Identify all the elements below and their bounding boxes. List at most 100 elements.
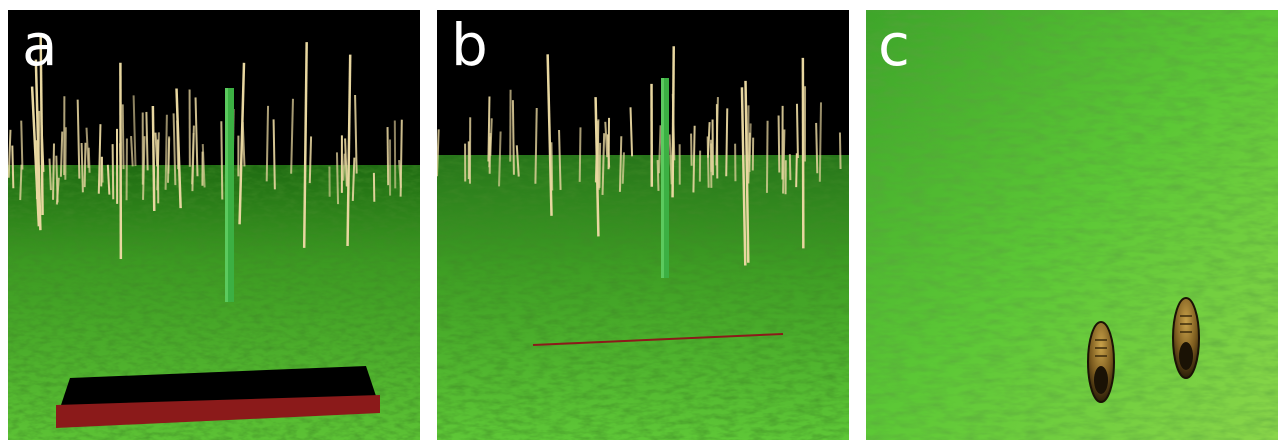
reed-stalk bbox=[175, 88, 182, 209]
reed-stalks bbox=[8, 34, 403, 260]
reed-stalk bbox=[765, 120, 769, 193]
reed-stalk bbox=[154, 132, 159, 167]
grass-texture bbox=[437, 155, 849, 440]
reed-stalk bbox=[39, 34, 44, 216]
reed-stalk bbox=[55, 177, 60, 205]
reed-stalk bbox=[346, 54, 352, 246]
reed-stalk bbox=[815, 122, 819, 174]
reed-stalk bbox=[20, 120, 24, 170]
sky bbox=[8, 10, 420, 165]
reed-stalk bbox=[690, 133, 693, 166]
reed-stalk bbox=[601, 133, 606, 195]
reed-stalk bbox=[172, 113, 177, 186]
reed-stalk bbox=[191, 132, 195, 185]
reed-stalk bbox=[658, 125, 662, 174]
reed-stalk bbox=[87, 147, 91, 173]
reed-stalk bbox=[34, 59, 42, 231]
reed-stalk bbox=[498, 131, 502, 187]
reed-stalk bbox=[344, 138, 348, 187]
reed-stalk bbox=[621, 152, 625, 184]
reed-stalk bbox=[201, 143, 206, 188]
scene-a bbox=[8, 10, 420, 440]
reed-stalk bbox=[671, 46, 675, 198]
boot-right-icon bbox=[1172, 297, 1200, 379]
panel-label-b: b bbox=[451, 11, 488, 79]
reed-stalk bbox=[48, 158, 52, 191]
reed-stalk bbox=[308, 136, 313, 184]
panel-c: c bbox=[866, 10, 1278, 440]
reed-stalk bbox=[238, 62, 246, 225]
reed-stalk bbox=[748, 123, 752, 172]
reed-stalk bbox=[546, 54, 553, 216]
green-pole-highlight bbox=[661, 78, 664, 278]
reed-stalk bbox=[130, 136, 134, 167]
reed-stalk bbox=[80, 142, 84, 193]
reed-stalk bbox=[487, 96, 491, 162]
reed-stalk bbox=[19, 164, 23, 201]
reed-stalk bbox=[534, 107, 538, 184]
reed-stalk bbox=[604, 121, 609, 158]
reed-stalk bbox=[265, 105, 270, 182]
reed-stalk bbox=[740, 87, 747, 266]
reed-stalk bbox=[142, 136, 146, 200]
scene-c bbox=[866, 10, 1278, 440]
reed-stalk bbox=[515, 145, 520, 177]
reed-stalk bbox=[706, 136, 710, 188]
reed-stalk bbox=[302, 42, 308, 248]
reed-stalk bbox=[618, 136, 623, 192]
panel-label-c: c bbox=[878, 11, 910, 79]
grass-texture bbox=[866, 10, 1278, 440]
reed-stalk bbox=[550, 142, 554, 191]
green-pole bbox=[661, 78, 669, 278]
reed-stalk bbox=[725, 108, 729, 177]
red-line bbox=[532, 333, 784, 346]
reed-stalk bbox=[272, 119, 276, 190]
reed-stalk bbox=[335, 152, 340, 205]
reed-stalk bbox=[8, 129, 12, 178]
green-pole-highlight bbox=[225, 88, 228, 302]
reed-stalk bbox=[838, 132, 842, 170]
reed-stalk bbox=[342, 153, 346, 181]
reed-stalk bbox=[121, 104, 125, 170]
reed-stalk bbox=[97, 124, 102, 194]
reed-stalk bbox=[598, 142, 602, 188]
reed-stalk bbox=[290, 98, 294, 174]
reed-stalk bbox=[59, 131, 64, 177]
sky bbox=[437, 10, 849, 155]
reed-stalk bbox=[489, 118, 493, 156]
reed-stalk bbox=[795, 103, 799, 159]
reed-stalk bbox=[437, 129, 440, 177]
reed-stalk bbox=[606, 134, 611, 168]
reed-stalk bbox=[511, 100, 515, 175]
scene-b bbox=[437, 10, 849, 440]
reed-stalk bbox=[132, 95, 137, 167]
reed-stalks bbox=[437, 46, 842, 266]
reed-stalk bbox=[106, 164, 111, 195]
reed-stalk bbox=[656, 160, 660, 191]
reed-stalk bbox=[83, 142, 87, 188]
reed-stalk bbox=[145, 111, 149, 171]
reed-stalk bbox=[399, 119, 403, 197]
reed-stalk bbox=[151, 105, 156, 212]
panel-b: b bbox=[437, 10, 849, 440]
reed-stalk bbox=[220, 121, 224, 200]
reed-stalk bbox=[30, 86, 41, 227]
reed-stalk bbox=[100, 156, 103, 187]
reed-stalk bbox=[351, 157, 356, 201]
reed-stalk bbox=[578, 127, 582, 182]
reed-stalk bbox=[747, 105, 750, 161]
green-pole bbox=[225, 88, 234, 302]
beam-front bbox=[56, 395, 380, 428]
reed-stalk bbox=[76, 99, 81, 179]
reed-stalk bbox=[795, 153, 798, 188]
reed-stalk bbox=[386, 127, 390, 186]
reed-stalk bbox=[782, 129, 786, 194]
reed-stalk bbox=[788, 154, 792, 181]
reed-stalk bbox=[164, 114, 168, 190]
reed-stalk bbox=[818, 102, 823, 182]
boot-left-icon bbox=[1087, 321, 1115, 403]
reed-stalk bbox=[777, 115, 781, 173]
reed-stalk bbox=[167, 138, 171, 174]
reed-stalk bbox=[668, 134, 673, 185]
panel-label-a: a bbox=[22, 11, 58, 79]
